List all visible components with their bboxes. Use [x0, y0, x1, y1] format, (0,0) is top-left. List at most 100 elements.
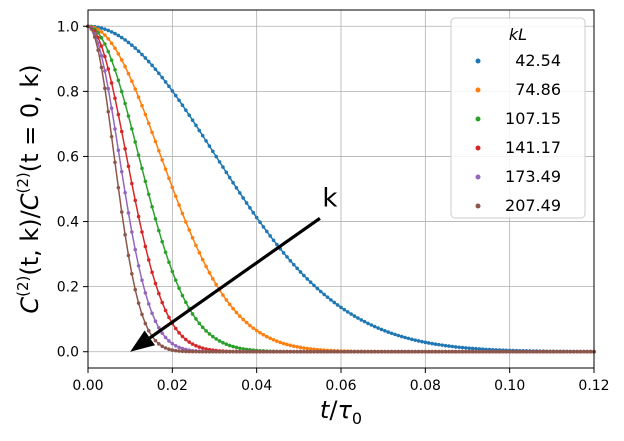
- data-point: [254, 328, 259, 333]
- annotation-label: k: [322, 183, 337, 213]
- data-point: [511, 349, 515, 354]
- data-point: [302, 349, 306, 354]
- data-point: [103, 27, 107, 31]
- data-point: [534, 349, 539, 354]
- x-axis-label: t/τ0: [320, 396, 362, 428]
- data-point: [184, 220, 188, 224]
- data-point: [538, 349, 542, 354]
- data-point: [517, 349, 522, 354]
- data-point: [460, 349, 465, 354]
- data-point: [217, 160, 222, 164]
- data-point: [244, 201, 249, 205]
- data-point: [504, 349, 509, 354]
- data-point: [130, 230, 134, 234]
- data-point: [332, 349, 337, 354]
- data-point: [264, 334, 269, 339]
- data-point: [119, 169, 124, 174]
- data-point: [285, 342, 289, 347]
- y-tick-label: 1.0: [57, 19, 79, 35]
- data-point: [150, 130, 154, 135]
- data-point: [305, 277, 310, 281]
- data-point: [99, 26, 104, 30]
- data-point: [241, 196, 245, 200]
- data-point: [123, 190, 127, 195]
- data-point: [386, 349, 391, 354]
- data-point: [123, 64, 127, 69]
- data-point: [143, 112, 148, 117]
- data-point: [180, 103, 185, 108]
- data-point: [184, 108, 188, 112]
- data-point: [416, 339, 421, 343]
- data-point: [133, 247, 138, 252]
- x-tick-label: 0.10: [494, 378, 525, 394]
- data-point: [339, 349, 343, 354]
- annotation-arrow-head: [130, 330, 155, 352]
- data-point: [109, 106, 114, 110]
- data-point: [96, 35, 100, 40]
- data-point: [275, 349, 279, 354]
- data-point: [275, 242, 279, 247]
- data-point: [157, 71, 161, 76]
- data-point: [160, 239, 165, 244]
- tick-layer: 0.00 0.02 0.04 0.06 0.08 0.10 0.12 0.0 0.2 0.4 0.6…: [57, 19, 610, 394]
- x-tick-label: 0.02: [157, 378, 188, 394]
- data-point: [106, 28, 111, 33]
- data-point: [177, 98, 181, 103]
- data-point: [450, 349, 455, 354]
- data-point: [99, 53, 104, 58]
- data-point: [170, 89, 175, 93]
- data-point: [420, 349, 424, 354]
- data-point: [157, 148, 161, 153]
- data-point: [173, 194, 178, 199]
- data-point: [106, 49, 111, 54]
- data-point: [379, 349, 384, 354]
- data-point: [312, 349, 316, 354]
- data-point: [248, 323, 252, 328]
- data-point: [271, 337, 276, 342]
- data-point: [136, 214, 141, 219]
- data-point: [356, 349, 360, 354]
- series-layer: [86, 24, 596, 354]
- x-tick-label: 0.12: [578, 378, 609, 394]
- data-point: [221, 349, 225, 354]
- data-point: [234, 186, 239, 190]
- data-point: [362, 319, 367, 324]
- data-point: [423, 340, 428, 345]
- data-point: [433, 342, 438, 346]
- data-point: [153, 139, 158, 144]
- data-point: [251, 349, 256, 354]
- data-point: [126, 164, 131, 169]
- data-point: [106, 109, 111, 114]
- data-point: [130, 271, 134, 276]
- data-point: [470, 346, 475, 351]
- data-point: [366, 349, 370, 354]
- data-point: [160, 158, 165, 162]
- data-point: [254, 349, 259, 354]
- data-point: [258, 349, 262, 354]
- data-point: [96, 48, 100, 52]
- data-point: [200, 257, 205, 262]
- data-point: [119, 58, 124, 62]
- data-point: [241, 347, 245, 351]
- data-point: [126, 40, 131, 45]
- data-point: [426, 349, 431, 354]
- data-point: [106, 86, 111, 91]
- data-point: [264, 229, 269, 234]
- data-point: [268, 234, 272, 238]
- data-point: [241, 349, 245, 354]
- data-point: [288, 259, 293, 263]
- data-point: [133, 87, 138, 91]
- data-point: [443, 349, 448, 354]
- data-point: [140, 278, 144, 282]
- data-point: [295, 266, 299, 271]
- data-point: [329, 298, 333, 302]
- data-point: [507, 349, 512, 354]
- data-point: [447, 349, 451, 354]
- data-point: [217, 349, 222, 354]
- data-point: [376, 326, 380, 330]
- data-point: [113, 67, 117, 72]
- data-point: [224, 170, 229, 175]
- data-point: [464, 349, 468, 354]
- data-point: [187, 349, 191, 354]
